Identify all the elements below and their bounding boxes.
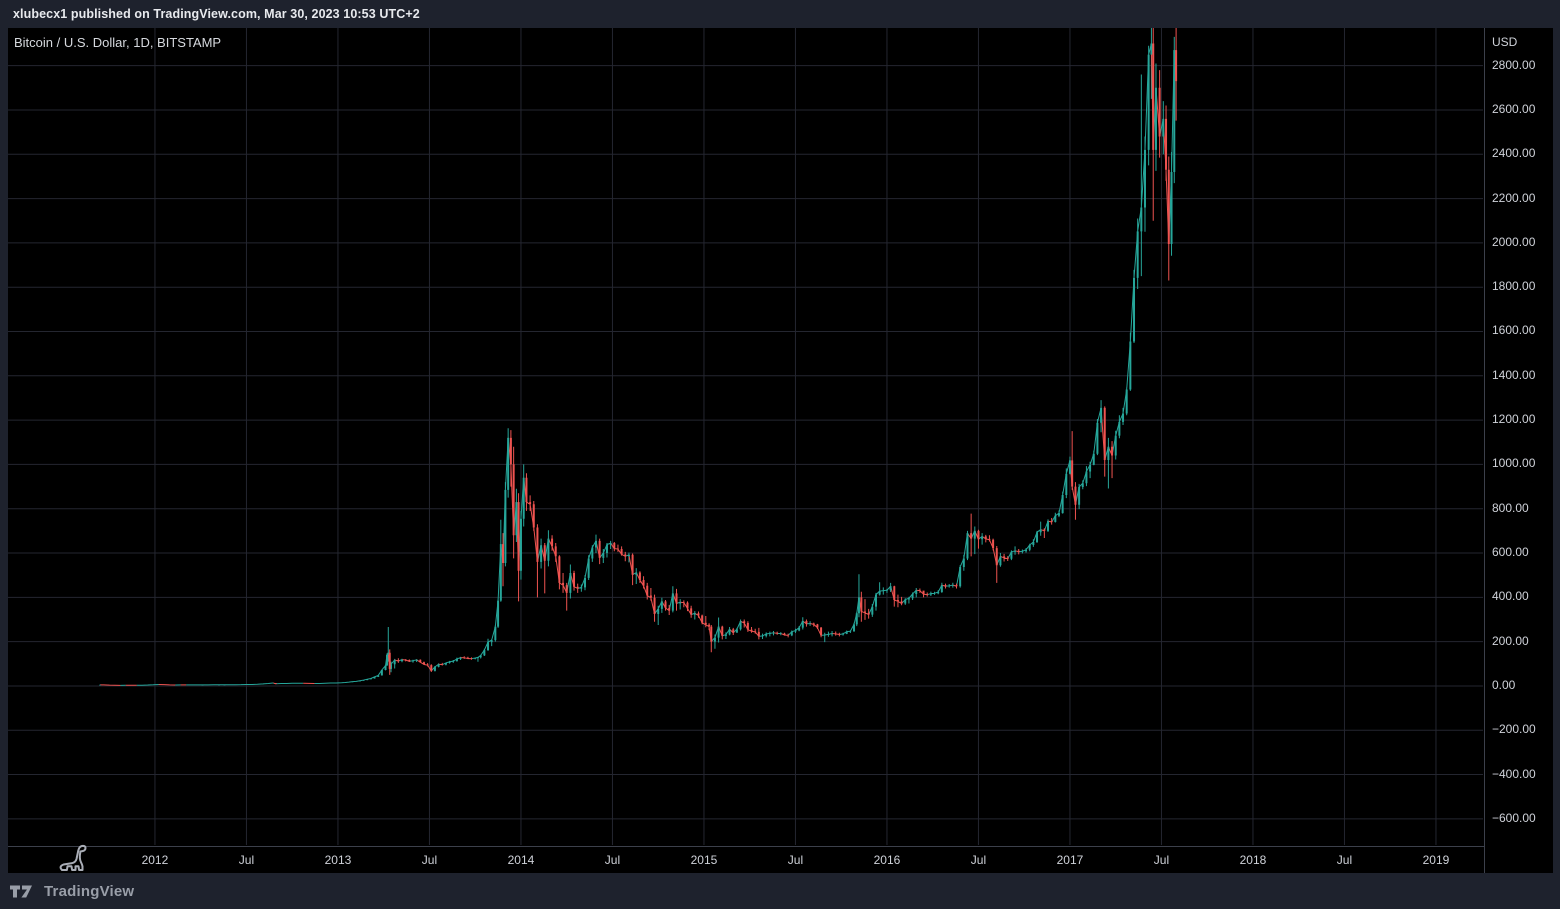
time-tick-label: 2019 (1422, 853, 1450, 867)
candle-bodies-down (102, 43, 1178, 686)
time-tick-label: 2016 (873, 853, 901, 867)
price-tick-label: 400.00 (1492, 589, 1529, 604)
price-tick-label: 600.00 (1492, 545, 1529, 560)
price-tick-label: 2000.00 (1492, 234, 1536, 249)
candle-bodies-up (99, 43, 1176, 686)
price-tick-label: 1400.00 (1492, 367, 1536, 382)
tradingview-wordmark: TradingView (44, 882, 135, 900)
chart-grid (8, 28, 1483, 845)
price-tick-label: 2600.00 (1492, 101, 1536, 116)
dino-icon (59, 844, 87, 871)
time-tick-label: 2015 (690, 853, 718, 867)
publish-text: xlubecx1 published on TradingView.com, M… (13, 7, 420, 21)
candles-up (99, 28, 1175, 686)
chart-panel: Bitcoin / U.S. Dollar, 1D, BITSTAMP USD … (8, 28, 1553, 873)
price-axis-unit: USD (1492, 35, 1518, 49)
price-tick-label: −200.00 (1492, 722, 1536, 737)
time-tick-label: 2014 (507, 853, 535, 867)
time-tick-label: Jul (421, 853, 438, 867)
time-tick-label: Jul (1153, 853, 1170, 867)
price-tick-label: 1000.00 (1492, 456, 1536, 471)
time-tick-label: Jul (787, 853, 804, 867)
time-tick-label: Jul (604, 853, 621, 867)
price-tick-label: 2800.00 (1492, 57, 1536, 72)
price-tick-label: 1200.00 (1492, 412, 1536, 427)
chart-title: Bitcoin / U.S. Dollar, 1D, BITSTAMP (14, 35, 222, 50)
price-tick-label: 2400.00 (1492, 146, 1536, 161)
time-tick-label: 2017 (1056, 853, 1084, 867)
time-tick-label: 2013 (324, 853, 352, 867)
candles-down (100, 28, 1177, 686)
price-tick-label: 2200.00 (1492, 190, 1536, 205)
tradingview-logo-icon (10, 885, 32, 897)
time-tick-label: Jul (1336, 853, 1353, 867)
time-tick-label: Jul (238, 853, 255, 867)
price-axis[interactable]: USD 2800.00 2600.00 2400.00 2200.00 2000.00 1… (1484, 28, 1554, 873)
price-tick-label: −600.00 (1492, 810, 1536, 825)
price-tick-label: 1800.00 (1492, 279, 1536, 294)
price-tick-label: 200.00 (1492, 633, 1529, 648)
price-tick-label: 1600.00 (1492, 323, 1536, 338)
tradingview-link[interactable]: TradingView (10, 883, 134, 900)
price-tick-label: −400.00 (1492, 766, 1536, 781)
time-tick-label: Jul (970, 853, 987, 867)
publish-bar: xlubecx1 published on TradingView.com, M… (0, 0, 1560, 28)
price-tick-label: 800.00 (1492, 500, 1529, 515)
price-chart[interactable] (8, 28, 1483, 845)
price-tick-label: 0.00 (1492, 677, 1516, 692)
time-tick-label: 2018 (1239, 853, 1267, 867)
time-axis[interactable]: 2012 Jul 2013 Jul 2014 Jul 2015 Jul 2016 Jul 2017 J… (8, 846, 1484, 874)
footer-bar: TradingView (0, 873, 1560, 909)
time-tick-label: 2012 (141, 853, 169, 867)
